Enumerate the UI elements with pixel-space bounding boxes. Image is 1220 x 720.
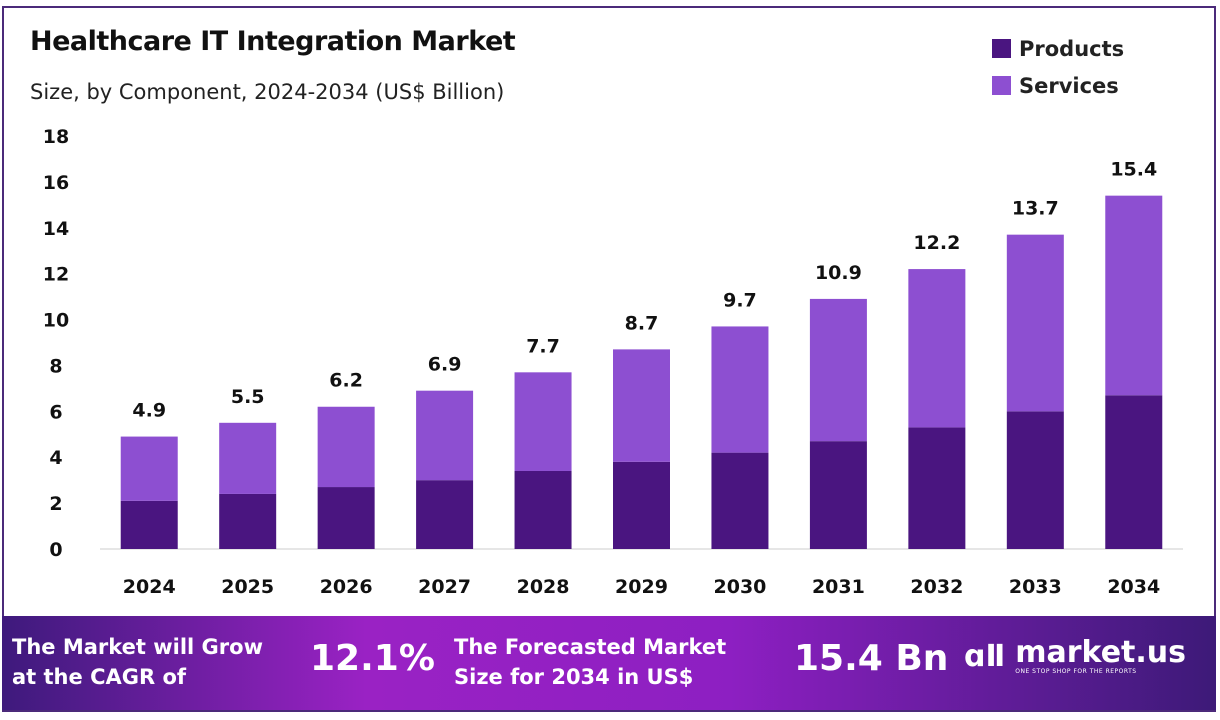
- footer-banner: The Market will Grow at the CAGR of 12.1%…: [2, 616, 1216, 710]
- bar-services-2034: [1105, 195, 1163, 396]
- x-tick-label: 2026: [320, 576, 373, 598]
- x-tick-label: 2032: [910, 576, 963, 598]
- legend-label: Products: [1019, 36, 1125, 61]
- bar-services-2026: [317, 406, 375, 488]
- x-tick-label: 2025: [221, 576, 274, 598]
- brand-tagline: ONE STOP SHOP FOR THE REPORTS: [1015, 668, 1137, 675]
- total-label: 7.7: [526, 335, 560, 357]
- legend-item-products: Products: [992, 30, 1124, 67]
- y-tick-label: 8: [49, 355, 62, 377]
- legend-swatch-products: [992, 39, 1011, 58]
- total-label: 4.9: [132, 400, 166, 422]
- total-label: 8.7: [625, 312, 659, 334]
- brand-logo: ɑⅡ market.us ONE STOP SHOP FOR THE REPORT…: [964, 635, 1186, 676]
- bar-products-2034: [1105, 395, 1163, 549]
- total-label: 13.7: [1012, 198, 1059, 220]
- forecast-value: 15.4 Bn: [794, 638, 949, 679]
- forecast-label: The Forecasted Market Size for 2034 in US…: [454, 632, 726, 692]
- x-tick-label: 2027: [418, 576, 471, 598]
- x-tick-label: 2030: [714, 576, 767, 598]
- y-tick-label: 16: [43, 172, 69, 194]
- y-tick-label: 6: [49, 401, 62, 423]
- x-tick-label: 2033: [1009, 576, 1062, 598]
- bar-services-2027: [416, 390, 474, 481]
- bar-products-2030: [711, 452, 769, 549]
- chart-frame: [2, 6, 1216, 712]
- total-label: 15.4: [1110, 159, 1157, 181]
- bar-services-2031: [809, 298, 867, 442]
- x-tick-label: 2024: [123, 576, 176, 598]
- chart-subtitle: Size, by Component, 2024-2034 (US$ Billi…: [30, 80, 505, 104]
- bar-products-2033: [1006, 411, 1064, 549]
- cagr-label: The Market will Grow at the CAGR of: [12, 632, 263, 692]
- cagr-value: 12.1%: [310, 638, 435, 679]
- legend-swatch-services: [992, 76, 1011, 95]
- bar-products-2027: [416, 480, 474, 549]
- bar-services-2029: [613, 349, 670, 462]
- forecast-label-line2: Size for 2034 in US$: [454, 665, 694, 689]
- y-tick-label: 0: [49, 539, 62, 561]
- bar-services-2032: [908, 269, 966, 428]
- bar-products-2029: [613, 461, 670, 549]
- bar-services-2030: [711, 326, 769, 453]
- total-label: 12.2: [913, 232, 960, 254]
- chart-title: Healthcare IT Integration Market: [30, 26, 516, 57]
- y-tick-label: 10: [43, 310, 69, 332]
- y-tick-label: 4: [49, 447, 62, 469]
- x-tick-label: 2028: [517, 576, 570, 598]
- total-label: 6.2: [329, 370, 363, 392]
- bar-services-2025: [219, 422, 277, 494]
- bar-products-2028: [514, 470, 572, 549]
- cagr-label-line1: The Market will Grow: [12, 635, 263, 659]
- x-tick-label: 2034: [1107, 576, 1160, 598]
- x-tick-label: 2029: [615, 576, 668, 598]
- total-label: 10.9: [815, 262, 862, 284]
- bar-products-2024: [120, 500, 178, 549]
- legend-item-services: Services: [992, 67, 1124, 104]
- total-label: 6.9: [428, 354, 462, 376]
- total-label: 9.7: [723, 289, 757, 311]
- bar-products-2026: [317, 487, 375, 549]
- y-tick-label: 14: [43, 218, 69, 240]
- cagr-label-line2: at the CAGR of: [12, 665, 187, 689]
- y-tick-label: 12: [43, 264, 69, 286]
- total-label: 5.5: [231, 386, 265, 408]
- bar-services-2033: [1006, 234, 1064, 412]
- bar-services-2024: [120, 436, 178, 501]
- market-us-logo-icon: ɑⅡ: [964, 639, 1006, 674]
- x-tick-label: 2031: [812, 576, 865, 598]
- bar-products-2031: [809, 441, 867, 549]
- bar-products-2032: [908, 427, 966, 549]
- y-tick-label: 18: [43, 126, 69, 148]
- bar-services-2028: [514, 372, 572, 471]
- y-tick-label: 2: [49, 493, 62, 515]
- brand-name: market.us: [1015, 635, 1186, 670]
- forecast-label-line1: The Forecasted Market: [454, 635, 727, 659]
- legend: Products Services: [992, 30, 1124, 104]
- bar-products-2025: [219, 493, 277, 549]
- legend-label: Services: [1019, 73, 1119, 98]
- bar-chart: 0 2 4 6 8 10 12 14 16 18 4.9 2024 5.5 2025 6.2 2026 6.9 2…: [43, 126, 1183, 598]
